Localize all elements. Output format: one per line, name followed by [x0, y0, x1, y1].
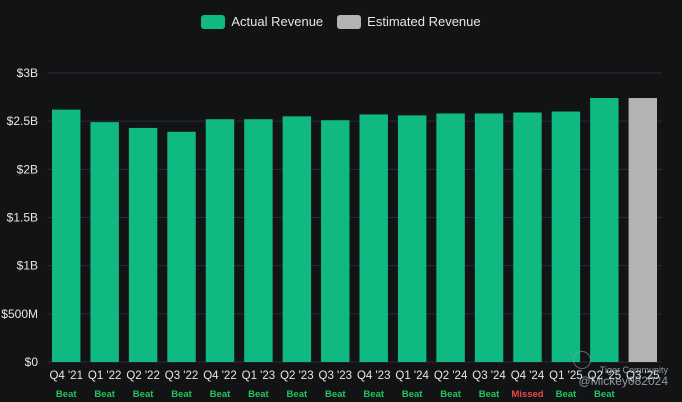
legend-item-actual[interactable]: Actual Revenue [201, 14, 323, 29]
bar-actual [436, 113, 465, 363]
result-label-beat: Beat [479, 389, 500, 400]
result-label-beat: Beat [94, 389, 115, 400]
result-label-missed: Missed [511, 389, 543, 400]
bar-actual [590, 98, 619, 363]
bar-actual [90, 122, 119, 362]
bar-actual [397, 115, 427, 363]
bar-actual [551, 111, 581, 363]
x-tick-label: Q4 '24 [511, 370, 545, 382]
y-tick-label: $3B [17, 66, 38, 80]
result-label-beat: Beat [248, 389, 269, 400]
x-tick-label: Q4 '23 [357, 370, 391, 382]
x-tick-label: Q2 '23 [280, 370, 314, 382]
chart-legend: Actual Revenue Estimated Revenue [0, 14, 682, 29]
x-tick-label: Q2 '25 [588, 370, 622, 382]
result-label-beat: Beat [594, 389, 615, 400]
y-tick-label: $0 [25, 355, 39, 369]
x-tick-label: Q2 '22 [126, 370, 160, 382]
legend-item-estimated[interactable]: Estimated Revenue [337, 14, 481, 29]
legend-swatch-estimated [337, 14, 362, 29]
bar-actual [359, 114, 388, 362]
legend-swatch-actual [201, 14, 226, 29]
result-label-beat: Beat [363, 389, 384, 400]
bar-estimated [628, 98, 658, 363]
bar-actual [244, 119, 273, 363]
x-tick-label: Q4 '21 [49, 370, 83, 382]
x-tick-label: Q1 '24 [395, 370, 429, 382]
bar-actual [282, 116, 312, 362]
x-tick-label: Q4 '22 [203, 370, 237, 382]
bar-actual [205, 119, 235, 363]
bar-actual [513, 112, 542, 362]
result-label-beat: Beat [56, 389, 77, 400]
result-label-beat: Beat [556, 389, 577, 400]
bar-actual [474, 113, 504, 363]
y-tick-label: $500M [1, 307, 38, 321]
result-label-beat: Beat [171, 389, 192, 400]
result-label-beat: Beat [440, 389, 461, 400]
bar-actual [128, 127, 158, 362]
result-label-beat: Beat [210, 389, 231, 400]
watermark-handle: @Mickey082024 [578, 374, 668, 388]
watermark-community: Tiger Community [599, 365, 668, 375]
y-tick-label: $1B [17, 259, 38, 273]
y-tick-label: $1.5B [7, 211, 38, 225]
x-tick-label: Q1 '23 [242, 370, 276, 382]
x-tick-label: Q3 '22 [165, 370, 199, 382]
y-tick-label: $2B [17, 162, 38, 176]
watermark: Tiger Community @Mickey082024 [578, 365, 668, 388]
legend-label-estimated: Estimated Revenue [367, 14, 481, 29]
result-label-beat: Beat [325, 389, 346, 400]
legend-label-actual: Actual Revenue [231, 14, 324, 29]
tiger-logo-icon [573, 351, 591, 369]
result-label-beat: Beat [402, 389, 423, 400]
bar-actual [321, 120, 350, 362]
y-tick-label: $2.5B [7, 114, 38, 128]
x-tick-label: Q3 '25 [626, 370, 660, 382]
result-label-beat: Beat [287, 389, 308, 400]
x-tick-label: Q1 '25 [549, 370, 583, 382]
x-tick-label: Q3 '24 [472, 370, 506, 382]
bar-actual [167, 131, 196, 362]
result-label-beat: Beat [133, 389, 154, 400]
x-tick-label: Q3 '23 [319, 370, 353, 382]
x-tick-label: Q2 '24 [434, 370, 468, 382]
bar-actual [51, 109, 81, 363]
x-tick-label: Q1 '22 [88, 370, 122, 382]
